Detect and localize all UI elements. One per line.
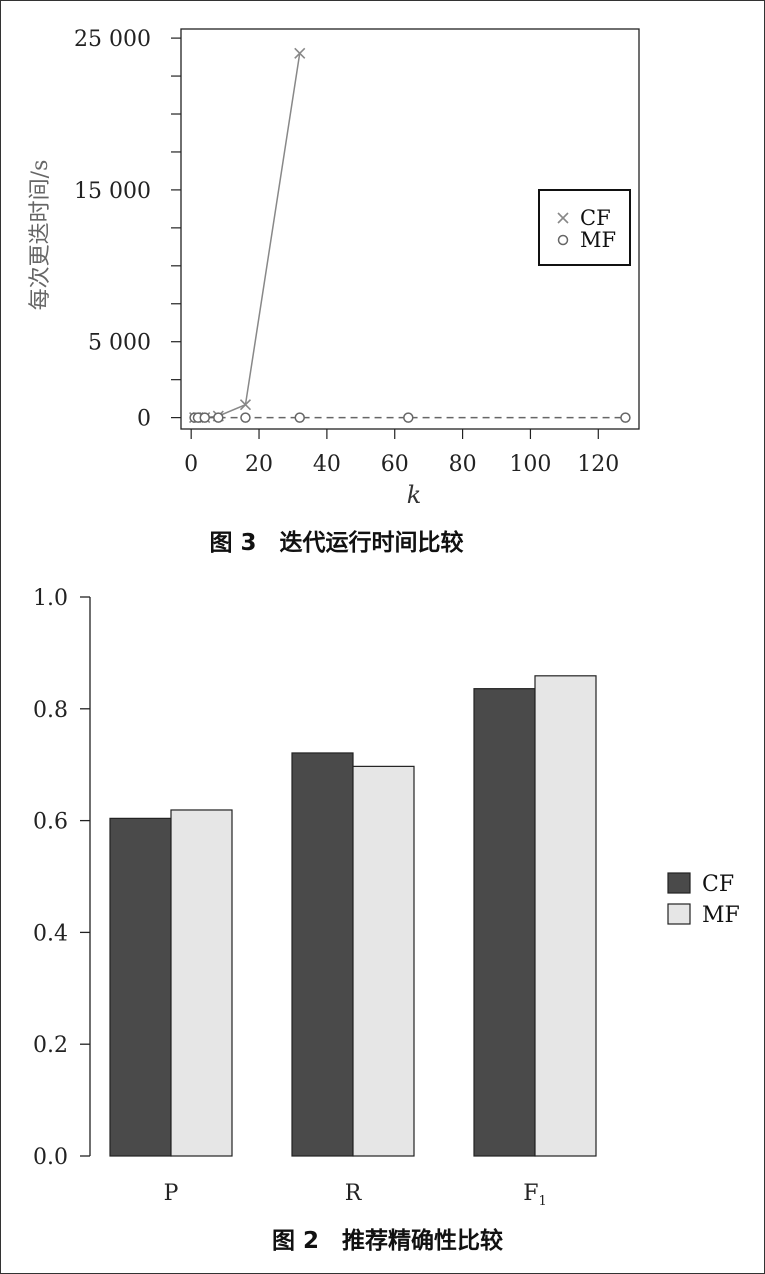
x-tick-label: 40 (313, 452, 341, 477)
bar-y-tick-label: 0.8 (33, 698, 68, 723)
bar-y-tick-label: 0.4 (33, 921, 68, 946)
cf-series-line (194, 53, 301, 419)
mf-point (213, 412, 224, 423)
bar-y-tick-label: 0.6 (33, 810, 68, 835)
y-tick-label: 15 000 (74, 179, 151, 204)
bar-legend: CF MF (667, 872, 740, 928)
cf-legend-marker-stroke-b (557, 212, 569, 224)
line-y-axis-label: 每次更迭时间/s (28, 160, 53, 311)
y-tick-label: 0 (137, 407, 151, 432)
mf-bar (534, 675, 597, 1157)
cf-bar (109, 817, 172, 1157)
bar-category-label: R (345, 1181, 363, 1206)
line-chart-caption: 图 3 迭代运行时间比较 (209, 530, 464, 556)
y-tick-label: 25 000 (74, 27, 151, 52)
mf-point (620, 412, 631, 423)
cf-point-stroke-b (239, 399, 252, 411)
cf-legend-swatch (667, 872, 691, 894)
mf-legend-label: MF (702, 903, 740, 928)
cf-bar (291, 752, 354, 1157)
cf-legend-label: CF (580, 206, 611, 230)
cf-legend-marker (557, 212, 569, 224)
bar-y-tick-label: 1.0 (33, 586, 68, 611)
mf-point (240, 412, 251, 423)
x-tick-label: 60 (381, 452, 409, 477)
mf-point (294, 412, 305, 423)
bar-y-tick-label: 0.0 (33, 1145, 68, 1170)
mf-bar (352, 765, 415, 1157)
bar-chart-caption: 图 2 推荐精确性比较 (271, 1228, 503, 1254)
line-x-axis-label: k (407, 481, 422, 509)
mf-legend-marker (557, 234, 569, 246)
x-tick-label: 20 (245, 452, 273, 477)
cf-legend-label: CF (702, 872, 734, 897)
mf-point (403, 412, 414, 423)
cf-bar (473, 688, 536, 1157)
line-chart: 0 20 40 60 80 100 120 0 5 000 15 000 25 000 每次更迭时间… (28, 27, 640, 509)
bar-category-label: P (164, 1181, 179, 1206)
mf-legend-label: MF (580, 228, 616, 252)
y-tick-label: 5 000 (88, 331, 151, 356)
x-tick-label: 100 (509, 452, 551, 477)
line-legend-box (538, 189, 631, 266)
mf-bar (170, 809, 233, 1157)
cf-point (294, 47, 306, 59)
x-tick-label: 0 (184, 452, 198, 477)
mf-legend-swatch (667, 903, 691, 925)
bar-category-label: F1 (523, 1181, 547, 1209)
mf-point (199, 412, 210, 423)
x-tick-label: 80 (449, 452, 477, 477)
bar-chart: 0.0 0.2 0.4 0.6 0.8 1.0 P R F1 CF MF (33, 586, 740, 1209)
bar-y-tick-label: 0.2 (33, 1033, 68, 1058)
cf-point (239, 399, 252, 411)
x-tick-label: 120 (577, 452, 619, 477)
line-plot-frame (180, 28, 640, 430)
cf-point-stroke-b (294, 47, 306, 59)
